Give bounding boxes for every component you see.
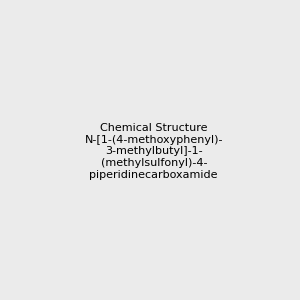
Text: Chemical Structure
N-[1-(4-methoxyphenyl)-
3-methylbutyl]-1-
(methylsulfonyl)-4-: Chemical Structure N-[1-(4-methoxyphenyl… [85,123,223,180]
